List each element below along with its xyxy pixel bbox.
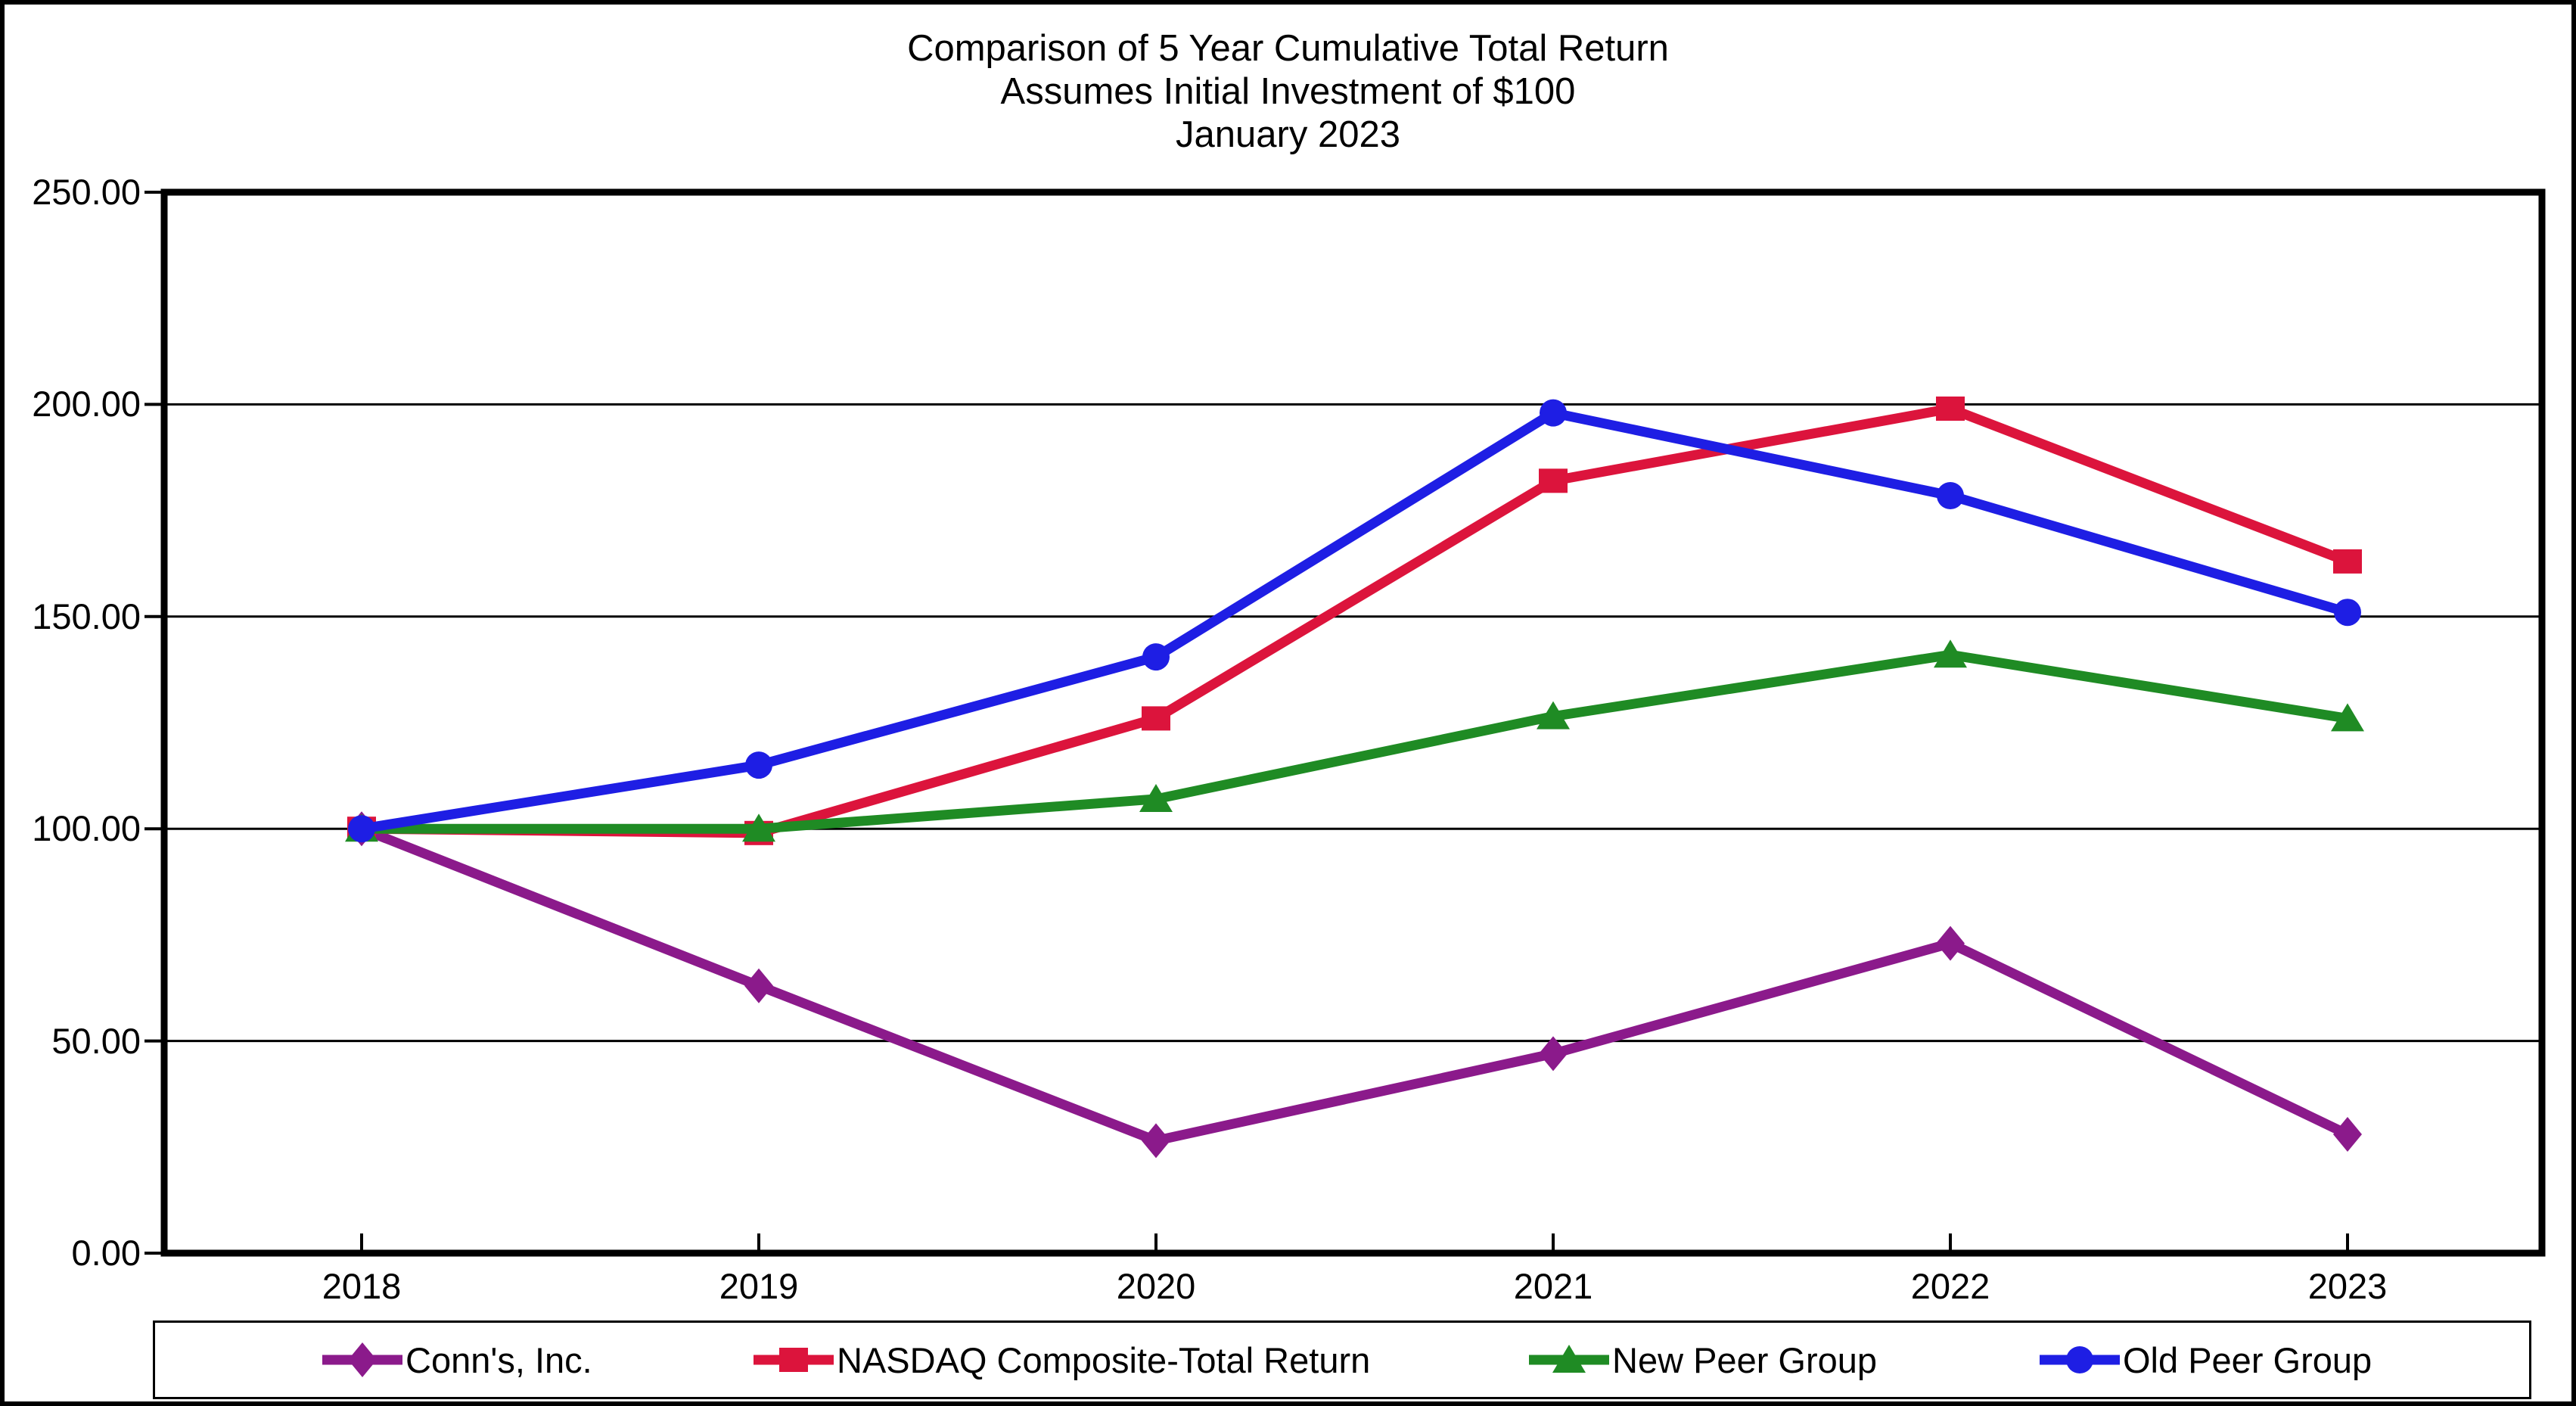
series-marker-0: [744, 968, 773, 1003]
chart-legend: Conn's, Inc. NASDAQ Composite-Total Retu…: [153, 1320, 2531, 1399]
series-marker-3: [1142, 643, 1170, 671]
series-marker-2: [1537, 701, 1570, 729]
legend-label-old-peer-group: Old Peer Group: [2123, 1339, 2372, 1380]
legend-sample-marker: [2066, 1346, 2093, 1373]
series-marker-3: [1937, 481, 1964, 509]
legend-sample-conns-inc: [322, 1342, 402, 1377]
series-marker-2: [1934, 639, 1967, 668]
plot-area-border: [160, 188, 2546, 1257]
legend-label-new-peer-group: New Peer Group: [1612, 1339, 1878, 1380]
legend-sample-new-peer-group: [1529, 1345, 1609, 1373]
series-line-2: [362, 649, 2349, 834]
legend-sample-old-peer-group: [2040, 1346, 2120, 1373]
series-marker-2: [1139, 783, 1173, 812]
series-marker-3: [2334, 599, 2361, 627]
legend-item-old-peer-group: Old Peer Group: [2038, 1323, 2372, 1397]
series-marker-0: [2333, 1116, 2362, 1152]
x-axis-label-2022: 2022: [1910, 1266, 1990, 1306]
series-marker-3: [745, 751, 772, 779]
y-axis-label-150.00: 150.00: [32, 596, 141, 636]
series-marker-2: [742, 813, 775, 842]
legend-sample-marker: [348, 1342, 377, 1377]
series-line-3: [360, 407, 2349, 834]
series-marker-1: [2333, 549, 2362, 574]
y-axis-label-200.00: 200.00: [32, 384, 141, 425]
legend-item-conns-inc: Conn's, Inc.: [321, 1323, 592, 1397]
legend-sample-marker: [779, 1348, 808, 1372]
y-axis-label-250.00: 250.00: [32, 172, 141, 212]
chart-canvas: [144, 188, 2546, 1257]
series-line-0: [359, 824, 2350, 1146]
chart-title-line2: Assumes Initial Investment of $100: [1000, 71, 1576, 112]
series-marker-1: [1936, 397, 1965, 421]
series-line-1: [361, 403, 2350, 838]
legend-label-nasdaq: NASDAQ Composite-Total Return: [837, 1339, 1371, 1380]
series-marker-1: [1142, 706, 1170, 731]
chart-title-line3: January 2023: [1176, 114, 1400, 155]
y-axis-label-50.00: 50.00: [51, 1020, 141, 1061]
chart-title-line1: Comparison of 5 Year Cumulative Total Re…: [907, 28, 1669, 69]
legend-label-conns-inc: Conn's, Inc.: [406, 1339, 592, 1380]
y-axis-label-0.00: 0.00: [71, 1233, 141, 1273]
series-marker-3: [348, 815, 375, 843]
series-marker-0: [1539, 1036, 1568, 1072]
series-marker-2: [2331, 703, 2364, 732]
x-axis-label-2023: 2023: [2307, 1266, 2388, 1306]
x-axis-label-2021: 2021: [1513, 1266, 1593, 1306]
legend-item-nasdaq: NASDAQ Composite-Total Return: [752, 1323, 1370, 1397]
series-marker-0: [1142, 1123, 1170, 1159]
x-axis-label-2018: 2018: [322, 1266, 402, 1306]
series-marker-0: [1936, 925, 1965, 961]
x-axis-label-2019: 2019: [719, 1266, 799, 1306]
legend-sample-nasdaq: [754, 1348, 834, 1372]
series-marker-3: [1540, 399, 1567, 427]
x-axis-label-2020: 2020: [1116, 1266, 1196, 1306]
y-axis-label-100.00: 100.00: [32, 808, 141, 849]
series-marker-1: [1539, 468, 1568, 493]
chart-title-block: Comparison of 5 Year Cumulative Total Re…: [5, 27, 2571, 157]
legend-item-new-peer-group: New Peer Group: [1527, 1323, 1877, 1397]
legend-sample-marker: [1552, 1345, 1586, 1373]
